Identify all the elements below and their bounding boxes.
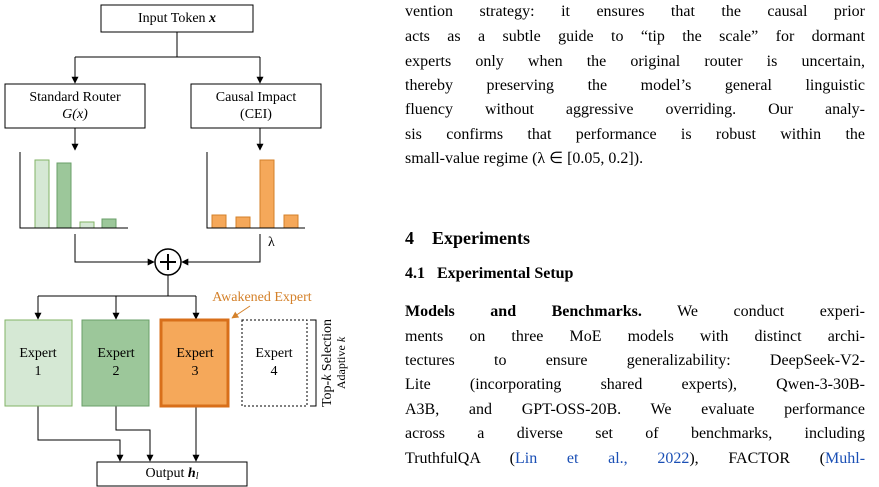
text-line: experts only when the original router is… bbox=[405, 53, 865, 70]
text-span: Muhl- bbox=[825, 450, 866, 467]
adaptive-label: Adaptive k bbox=[334, 336, 348, 389]
causal-box bbox=[190, 83, 322, 129]
text-line: TruthfulQA (Lin et al., 2022), FACTOR (M… bbox=[405, 449, 865, 469]
text-span: k bbox=[320, 374, 335, 381]
awakened-label: Awakened Expert bbox=[212, 290, 312, 305]
lambda: λ bbox=[268, 235, 275, 250]
text-span: We conduct experi- bbox=[677, 303, 865, 320]
router-histogram bbox=[19, 152, 128, 229]
section-heading: 4 Experiments bbox=[405, 228, 865, 248]
expert-index: 3 bbox=[192, 364, 199, 379]
text-line: sis confirms that performance is robust … bbox=[405, 126, 865, 143]
text-span: TruthfulQA ( bbox=[405, 450, 515, 467]
selection-label: Top-k Selection bbox=[320, 319, 335, 407]
text-span: Output bbox=[146, 466, 185, 481]
subsection-heading: 4.1 Experimental Setup bbox=[405, 264, 865, 284]
text-span: 4 bbox=[405, 228, 414, 248]
awakened-arrow bbox=[231, 305, 251, 319]
text-span: Selection bbox=[320, 319, 335, 375]
text-line: tectures to ensure generalizability: Dee… bbox=[405, 352, 865, 369]
selection-bracket bbox=[310, 319, 317, 407]
input-box bbox=[100, 4, 254, 33]
text-span: Experiments bbox=[432, 228, 530, 248]
text-span: ), FACTOR ( bbox=[689, 450, 826, 467]
router-box bbox=[4, 83, 146, 129]
text-span: Top- bbox=[320, 380, 335, 407]
expert-label: Expert bbox=[176, 346, 213, 361]
causal-abbrev: (CEI) bbox=[240, 107, 272, 122]
text-span: Input Token bbox=[138, 11, 206, 26]
text-span: Lin et al., 2022 bbox=[515, 450, 690, 467]
expert-box bbox=[81, 319, 150, 407]
text-line: ments on three MoE models with distinct … bbox=[405, 328, 865, 345]
causal-histogram bbox=[206, 152, 305, 229]
text-line: thereby preserving the model’s general l… bbox=[405, 77, 865, 94]
text-span: h bbox=[188, 466, 196, 481]
text-line: small-value regime (λ ∈ [0.05, 0.2]). bbox=[405, 150, 644, 167]
expert-label: Expert bbox=[255, 346, 292, 361]
text-span: Experimental Setup bbox=[437, 265, 574, 282]
text-span: 4.1 bbox=[405, 265, 425, 282]
expert-box-awakened bbox=[159, 318, 230, 408]
expert-index: 1 bbox=[35, 364, 42, 379]
text-line: acts as a subtle guide to “tip the scale… bbox=[405, 28, 865, 45]
router-label: Standard Router bbox=[29, 90, 121, 105]
text-line: across a diverse set of benchmarks, incl… bbox=[405, 425, 865, 442]
text-span: k bbox=[334, 336, 348, 342]
connectors bbox=[34, 32, 264, 462]
expert-index: 2 bbox=[113, 364, 120, 379]
expert-index: 4 bbox=[271, 364, 278, 379]
output-box bbox=[96, 461, 248, 487]
expert-label: Expert bbox=[97, 346, 134, 361]
text-span: l bbox=[196, 471, 199, 482]
text-span: x bbox=[208, 11, 216, 26]
input-label: Input Token x bbox=[138, 11, 216, 26]
router-formula: G(x) bbox=[62, 107, 88, 122]
expert-box bbox=[4, 319, 73, 407]
expert-box-inactive bbox=[241, 319, 308, 407]
causal-label: Causal Impact bbox=[216, 90, 297, 105]
text-line: vention strategy: it ensures that the ca… bbox=[405, 3, 865, 20]
text-line: A3B, and GPT-OSS-20B. We evaluate perfor… bbox=[405, 401, 865, 418]
text-line: fluency without aggressive overriding. O… bbox=[405, 101, 865, 118]
text-line: Lite (incorporating shared experts), Qwe… bbox=[405, 376, 865, 393]
output-label: Output hl bbox=[146, 466, 199, 482]
text-line: Models and Benchmarks. We conduct experi… bbox=[405, 302, 865, 322]
text-span: Models and Benchmarks. bbox=[405, 303, 642, 320]
plus bbox=[160, 254, 176, 270]
figure: Input Token x Standard Router G(x) Causa… bbox=[4, 4, 348, 487]
expert-label: Expert bbox=[19, 346, 56, 361]
text-span: Adaptive bbox=[334, 345, 348, 389]
